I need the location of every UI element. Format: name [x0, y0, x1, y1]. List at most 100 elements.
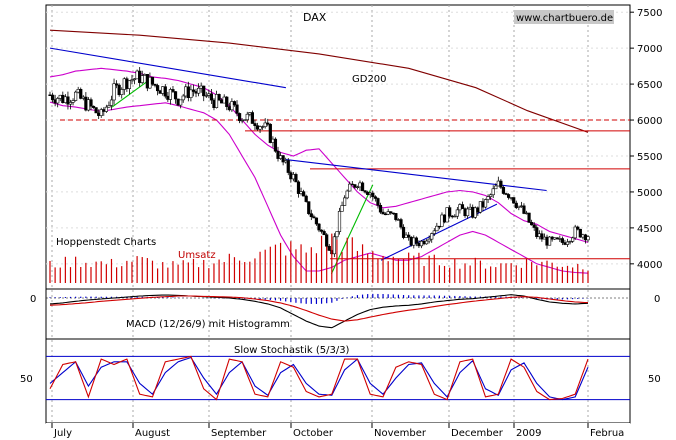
candle-body — [573, 226, 577, 239]
xtick-label-5: December — [451, 428, 504, 439]
candle-body — [289, 172, 293, 180]
candle-body — [368, 192, 372, 195]
candle-body — [535, 227, 539, 237]
chart-title: DAX — [303, 11, 327, 24]
candle-body — [332, 236, 336, 255]
candle-body — [125, 78, 129, 89]
candle-body — [232, 101, 237, 106]
candle-body — [171, 89, 175, 92]
candle-body — [194, 91, 198, 94]
candle-body — [276, 150, 280, 159]
candle-body — [130, 79, 134, 82]
candle-body — [127, 80, 132, 89]
xtick-label-1: August — [135, 428, 170, 439]
candle-body — [407, 234, 411, 238]
candle-body — [140, 75, 144, 83]
candle-body — [227, 106, 231, 111]
candle-body — [417, 242, 421, 247]
candle-body — [506, 194, 511, 198]
candle-body — [48, 94, 52, 96]
stoch-ytick-left: 50 — [20, 374, 33, 385]
candle-body — [391, 212, 395, 215]
candle-body — [309, 213, 313, 218]
candle-body — [519, 205, 523, 207]
candle-body — [317, 223, 321, 231]
source-box — [514, 10, 614, 24]
candle-body — [145, 74, 149, 89]
gd200-label: GD200 — [352, 74, 387, 85]
ytick-label-4500: 4500 — [637, 224, 662, 235]
candle-body — [465, 208, 470, 217]
candle-body — [478, 201, 483, 213]
xtick-label-4: November — [374, 428, 427, 439]
candle-body — [450, 215, 454, 218]
stochastic-k-line — [49, 355, 589, 401]
ytick-label-6500: 6500 — [637, 80, 662, 91]
stochastic-label: Slow Stochastik (5/3/3) — [234, 345, 350, 356]
candle-body — [148, 76, 152, 89]
candle-body — [286, 160, 290, 173]
candle-body — [527, 212, 531, 223]
candle-body — [491, 188, 495, 196]
candle-body — [476, 207, 480, 213]
candle-body — [384, 213, 388, 216]
candle-body — [168, 89, 173, 100]
candle-body — [253, 123, 257, 126]
candle-body — [191, 89, 196, 92]
candle-body — [161, 86, 165, 94]
candle-body — [581, 234, 585, 238]
candle-body — [143, 74, 147, 76]
candle-body — [545, 236, 549, 246]
candle-body — [319, 229, 324, 232]
candle-body — [261, 126, 265, 128]
candle-body — [225, 96, 229, 107]
candle-body — [94, 107, 98, 114]
candle-body — [394, 213, 398, 220]
lower-band-line — [49, 101, 589, 274]
candle-body — [348, 183, 352, 192]
candle-body — [258, 126, 262, 130]
candle-body — [84, 96, 88, 111]
candle-body — [99, 109, 103, 116]
candle-body — [335, 231, 339, 238]
candle-body — [373, 196, 377, 199]
xtick-label-7: Februa — [590, 428, 624, 439]
candle-body — [563, 242, 567, 245]
candle-body — [58, 94, 62, 99]
macd-ytick-left: 0 — [30, 294, 36, 305]
candle-body — [509, 197, 513, 199]
candle-body — [494, 185, 498, 190]
candle-body — [430, 233, 434, 240]
candle-body — [278, 155, 283, 159]
candle-body — [419, 240, 424, 247]
candle-body — [268, 123, 272, 143]
candle-body — [445, 207, 449, 223]
candle-body — [117, 84, 121, 96]
candle-body — [302, 191, 306, 197]
candle-body — [583, 234, 588, 241]
candle-body — [74, 91, 78, 101]
candle-body — [89, 99, 93, 107]
candle-body — [109, 99, 114, 106]
candle-body — [63, 96, 67, 103]
candle-body — [401, 226, 406, 238]
candle-body — [486, 196, 490, 200]
candle-body — [568, 240, 572, 243]
candle-body — [327, 245, 331, 251]
candle-body — [427, 238, 431, 242]
candle-body — [325, 234, 329, 247]
candle-body — [68, 102, 73, 105]
candle-body — [483, 199, 488, 208]
candle-body — [186, 86, 190, 98]
candle-body — [404, 234, 408, 238]
candle-body — [558, 238, 562, 240]
xtick-label-6: 2009 — [516, 428, 541, 439]
candle-body — [386, 211, 390, 215]
candle-body — [412, 237, 416, 246]
candle-body — [414, 237, 418, 244]
candle-body — [284, 160, 288, 163]
candle-body — [271, 138, 275, 143]
candle-body — [53, 99, 57, 104]
source-label[interactable]: www.chartbuero.de — [516, 13, 613, 24]
